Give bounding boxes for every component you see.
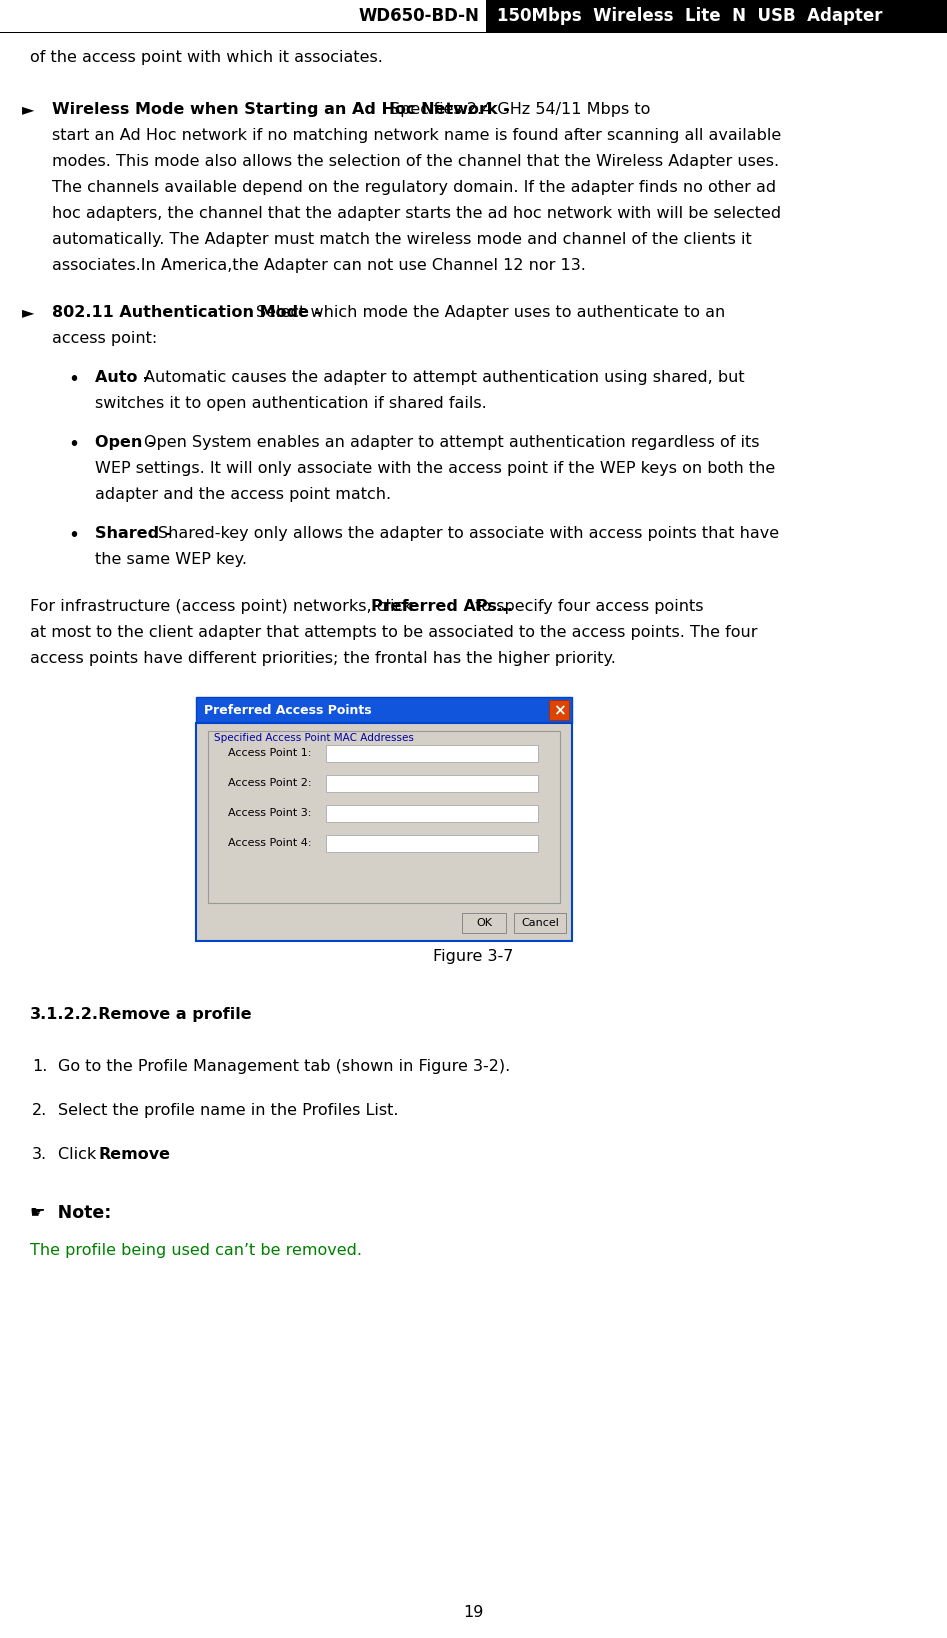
Bar <box>208 732 560 904</box>
Text: •: • <box>68 526 80 545</box>
Text: Access Point 2:: Access Point 2: <box>228 778 312 788</box>
Text: to specify four access points: to specify four access points <box>470 598 704 614</box>
Text: Automatic causes the adapter to attempt authentication using shared, but: Automatic causes the adapter to attempt … <box>144 370 745 385</box>
Text: of the access point with which it associates.: of the access point with which it associ… <box>30 51 383 66</box>
Text: •: • <box>68 434 80 454</box>
Text: Open System enables an adapter to attempt authentication regardless of its: Open System enables an adapter to attemp… <box>144 434 759 450</box>
Text: at most to the client adapter that attempts to be associated to the access point: at most to the client adapter that attem… <box>30 624 758 639</box>
Text: Access Point 3:: Access Point 3: <box>228 809 312 819</box>
Text: access points have different priorities; the frontal has the higher priority.: access points have different priorities;… <box>30 650 616 665</box>
Text: Click: Click <box>58 1147 101 1161</box>
Text: WEP settings. It will only associate with the access point if the WEP keys on bo: WEP settings. It will only associate wit… <box>95 460 776 475</box>
Text: Figure 3-7: Figure 3-7 <box>434 950 513 965</box>
Bar <box>0 0 947 33</box>
Text: Access Point 4:: Access Point 4: <box>228 839 312 848</box>
Text: ►: ► <box>22 305 34 319</box>
Text: Shared -: Shared - <box>95 526 177 541</box>
Text: adapter and the access point match.: adapter and the access point match. <box>95 486 391 501</box>
Text: Specified Access Point MAC Addresses: Specified Access Point MAC Addresses <box>214 734 414 744</box>
Bar <box>549 701 569 721</box>
Text: 3.: 3. <box>32 1147 47 1161</box>
Bar <box>326 775 538 791</box>
Text: 3.1.2.2.: 3.1.2.2. <box>30 1007 99 1022</box>
Text: •: • <box>68 370 80 388</box>
Text: Shared-key only allows the adapter to associate with access points that have: Shared-key only allows the adapter to as… <box>158 526 779 541</box>
Text: 150Mbps  Wireless  Lite  N  USB  Adapter: 150Mbps Wireless Lite N USB Adapter <box>497 7 883 25</box>
Text: ×: × <box>553 703 565 717</box>
Text: Remove a profile: Remove a profile <box>87 1007 252 1022</box>
Text: associates.In America,the Adapter can not use Channel 12 nor 13.: associates.In America,the Adapter can no… <box>52 259 586 274</box>
Bar <box>196 698 572 724</box>
Text: For infrastructure (access point) networks, click: For infrastructure (access point) networ… <box>30 598 418 614</box>
Text: Remove: Remove <box>98 1147 170 1161</box>
Text: Auto -: Auto - <box>95 370 155 385</box>
Text: Go to the Profile Management tab (shown in Figure 3-2).: Go to the Profile Management tab (shown … <box>58 1058 510 1073</box>
Bar <box>514 914 566 934</box>
Text: ☛  Note:: ☛ Note: <box>30 1204 112 1222</box>
Text: ►: ► <box>22 102 34 116</box>
Text: Specifies 2.4 GHz 54/11 Mbps to: Specifies 2.4 GHz 54/11 Mbps to <box>390 102 651 116</box>
Text: modes. This mode also allows the selection of the channel that the Wireless Adap: modes. This mode also allows the selecti… <box>52 154 779 169</box>
Text: Select the profile name in the Profiles List.: Select the profile name in the Profiles … <box>58 1102 399 1117</box>
Text: 2.: 2. <box>32 1102 47 1117</box>
Text: Cancel: Cancel <box>521 919 559 929</box>
Text: automatically. The Adapter must match the wireless mode and channel of the clien: automatically. The Adapter must match th… <box>52 233 752 247</box>
Bar <box>326 804 538 822</box>
Bar <box>196 724 572 942</box>
Text: The channels available depend on the regulatory domain. If the adapter finds no : The channels available depend on the reg… <box>52 180 777 195</box>
Text: Preferred APs…: Preferred APs… <box>371 598 512 614</box>
Text: access point:: access point: <box>52 331 157 346</box>
Text: hoc adapters, the channel that the adapter starts the ad hoc network with will b: hoc adapters, the channel that the adapt… <box>52 206 781 221</box>
Text: 802.11 Authentication Mode -: 802.11 Authentication Mode - <box>52 305 327 319</box>
Text: Open -: Open - <box>95 434 160 450</box>
Text: The profile being used can’t be removed.: The profile being used can’t be removed. <box>30 1243 362 1258</box>
Text: start an Ad Hoc network if no matching network name is found after scanning all : start an Ad Hoc network if no matching n… <box>52 128 781 143</box>
Text: OK: OK <box>476 919 492 929</box>
Text: Wireless Mode when Starting an Ad Hoc Network -: Wireless Mode when Starting an Ad Hoc Ne… <box>52 102 515 116</box>
Bar <box>487 0 947 33</box>
Bar <box>326 835 538 852</box>
Text: 1.: 1. <box>32 1058 47 1073</box>
Text: .: . <box>141 1147 147 1161</box>
Text: WD650-BD-N: WD650-BD-N <box>358 7 479 25</box>
Bar <box>486 0 487 33</box>
Text: switches it to open authentication if shared fails.: switches it to open authentication if sh… <box>95 396 487 411</box>
Bar <box>326 745 538 762</box>
Text: Preferred Access Points: Preferred Access Points <box>204 704 371 717</box>
Text: 19: 19 <box>463 1605 484 1620</box>
Text: Access Point 1:: Access Point 1: <box>228 749 312 758</box>
Text: Select which mode the Adapter uses to authenticate to an: Select which mode the Adapter uses to au… <box>257 305 725 319</box>
Text: the same WEP key.: the same WEP key. <box>95 552 247 567</box>
Bar <box>462 914 506 934</box>
